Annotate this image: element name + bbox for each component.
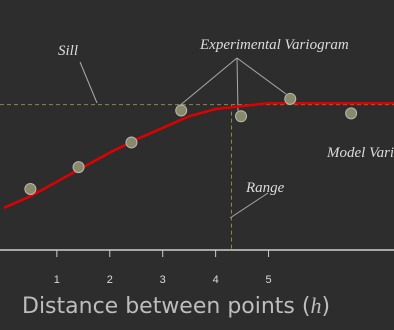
experimental-point (72, 161, 85, 174)
x-tick-label: 2 (107, 274, 113, 286)
x-label-part: ) (321, 294, 330, 319)
range-label: Range (245, 180, 285, 196)
experimental-point (175, 104, 188, 117)
range-pointer (229, 192, 269, 219)
experimental-label: Experimental Variogram (199, 37, 349, 53)
x-axis-label: Distance between points (h) (22, 293, 330, 319)
model-curve (3, 101, 394, 209)
experimental-point (125, 136, 138, 149)
x-tick-label: 1 (54, 274, 60, 286)
experimental-pointer (236, 57, 287, 95)
x-tick-label: 5 (265, 274, 271, 286)
experimental-point (345, 107, 358, 120)
sill-pointer (79, 61, 98, 104)
x-tick-label: 4 (213, 274, 219, 286)
model-label: Model Variogram (326, 145, 394, 161)
experimental-point (235, 110, 248, 123)
experimental-pointer (177, 57, 238, 108)
x-label-part: Distance between points ( (22, 294, 310, 319)
sill-label: Sill (58, 43, 78, 59)
experimental-point (284, 92, 297, 105)
experimental-point (24, 182, 37, 195)
x-label-part: h (310, 293, 321, 318)
experimental-pointer (236, 57, 239, 112)
x-tick-label: 3 (160, 274, 166, 286)
